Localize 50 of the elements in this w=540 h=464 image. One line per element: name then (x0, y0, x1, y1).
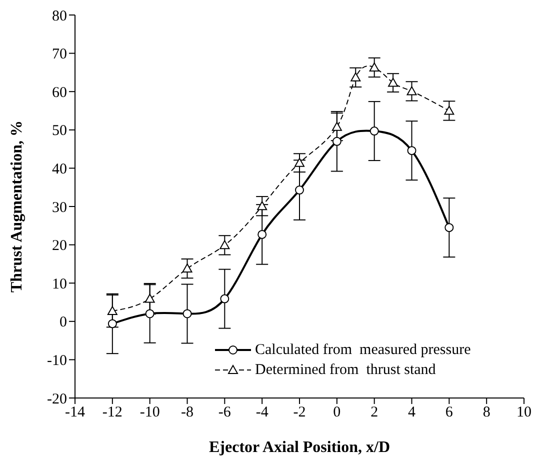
x-tick-label: -10 (140, 404, 160, 421)
x-tick-label: 2 (370, 404, 378, 421)
point (332, 122, 342, 131)
point (145, 309, 154, 318)
point (350, 72, 361, 82)
point (144, 294, 155, 303)
point (332, 136, 342, 146)
point (220, 294, 230, 304)
point (388, 78, 398, 87)
y-tick-label: 70 (52, 46, 67, 63)
x-tick-label: 10 (516, 404, 532, 421)
point (407, 146, 416, 156)
point (294, 158, 304, 167)
x-tick-label: 0 (333, 404, 341, 421)
y-axis-title: Thrust Augmentation, % (8, 120, 26, 293)
point (220, 240, 230, 250)
point (369, 62, 380, 72)
point (108, 319, 117, 328)
x-axis-title: Ejector Axial Position, x/D (208, 439, 390, 456)
y-tick-label: 0 (60, 314, 67, 331)
y-tick-label: 40 (52, 162, 67, 178)
legend-label: Determined from thrust stand (255, 362, 436, 378)
y-tick-label: 20 (52, 238, 67, 254)
y-tick-label: 50 (52, 123, 67, 140)
point (182, 309, 192, 318)
point (295, 186, 304, 195)
x-tick-label: 8 (482, 404, 490, 421)
point (257, 201, 268, 210)
x-tick-label: -2 (293, 404, 306, 421)
y-tick-label: 10 (52, 276, 67, 292)
point (258, 230, 267, 239)
x-tick-label: -8 (181, 404, 194, 421)
point (444, 106, 454, 115)
x-tick-label: 6 (445, 404, 454, 421)
point (406, 86, 417, 96)
legend-label: Calculated from measured pressure (255, 342, 471, 358)
y-tick-label: 80 (52, 8, 67, 24)
y-tick-label: 60 (52, 84, 67, 101)
point (370, 126, 379, 136)
point (107, 306, 118, 316)
y-tick-label: 30 (52, 200, 67, 216)
y-tick-label: -10 (47, 353, 67, 370)
x-tick-label: -4 (256, 404, 269, 421)
x-tick-label: -12 (102, 404, 122, 421)
x-tick-label: -14 (65, 404, 86, 421)
point (182, 264, 192, 273)
point (444, 223, 454, 232)
x-tick-label: 4 (408, 404, 416, 421)
y-tick-label: -20 (47, 391, 67, 408)
x-tick-label: -6 (218, 404, 232, 421)
